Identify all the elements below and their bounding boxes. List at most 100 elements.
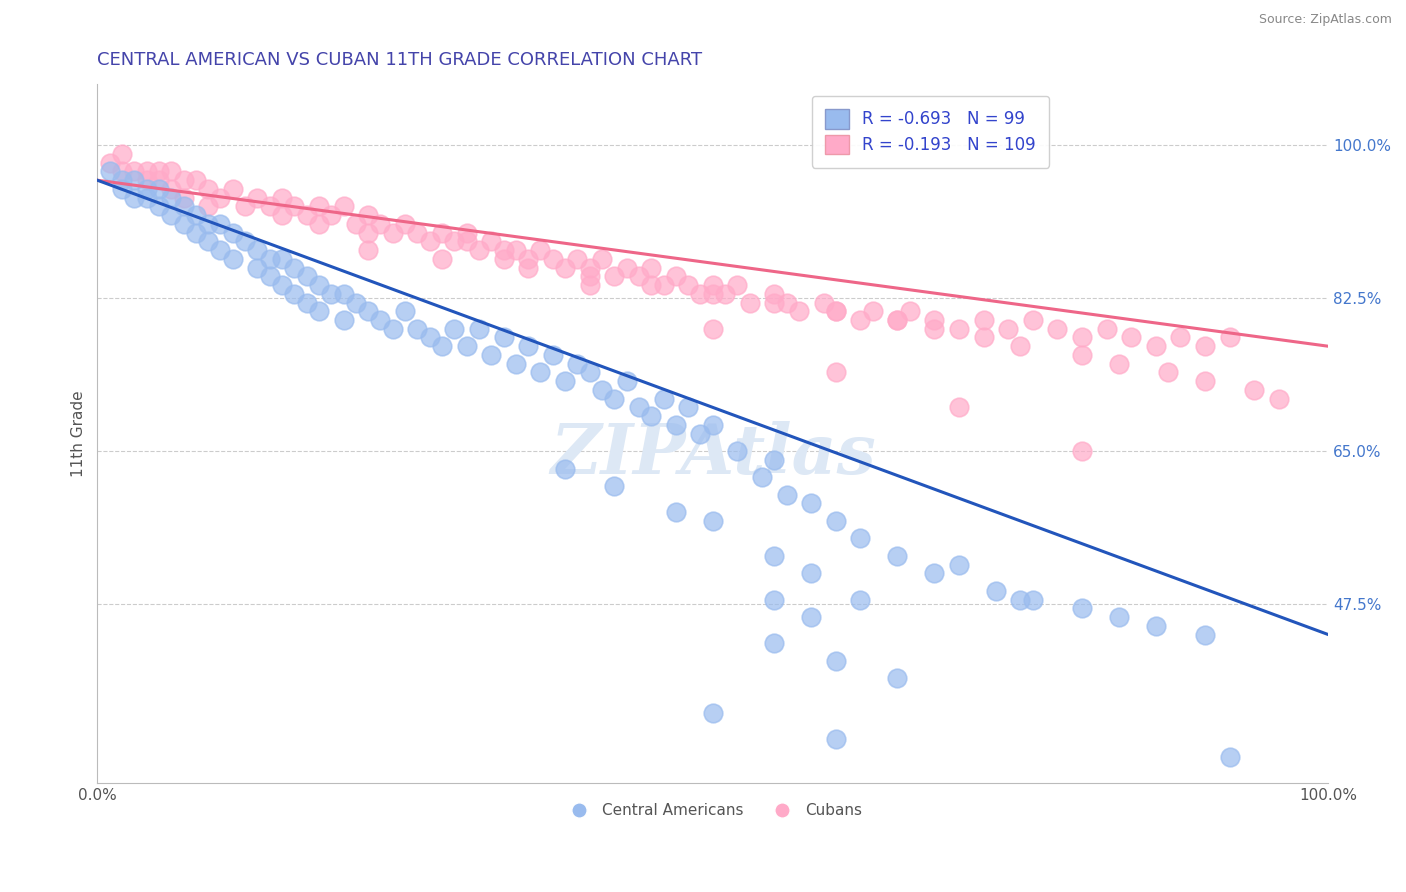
Point <box>886 313 908 327</box>
Point <box>111 173 134 187</box>
Point <box>1268 392 1291 406</box>
Point <box>197 235 219 249</box>
Point <box>849 313 872 327</box>
Point <box>308 304 330 318</box>
Point <box>1194 627 1216 641</box>
Point <box>456 339 478 353</box>
Point <box>1144 619 1167 633</box>
Point <box>271 278 294 293</box>
Point <box>197 199 219 213</box>
Point <box>197 182 219 196</box>
Point <box>813 295 835 310</box>
Point <box>135 191 157 205</box>
Point <box>849 532 872 546</box>
Point <box>184 173 207 187</box>
Point <box>763 592 786 607</box>
Point <box>406 322 429 336</box>
Point <box>111 147 134 161</box>
Point <box>357 208 380 222</box>
Point <box>406 226 429 240</box>
Point <box>173 191 195 205</box>
Point <box>321 286 343 301</box>
Point <box>824 654 846 668</box>
Point <box>578 260 600 275</box>
Point <box>702 278 724 293</box>
Point <box>295 295 318 310</box>
Point <box>1219 330 1241 344</box>
Point <box>209 243 232 257</box>
Point <box>517 252 540 266</box>
Point <box>689 426 711 441</box>
Point <box>430 226 453 240</box>
Point <box>1194 374 1216 388</box>
Point <box>419 330 441 344</box>
Point <box>1071 601 1094 615</box>
Point <box>1010 592 1032 607</box>
Point <box>627 401 650 415</box>
Point <box>98 155 121 169</box>
Point <box>160 182 183 196</box>
Point <box>1194 339 1216 353</box>
Point <box>233 199 256 213</box>
Point <box>1121 330 1143 344</box>
Point <box>787 304 810 318</box>
Point <box>344 295 367 310</box>
Point <box>332 286 354 301</box>
Point <box>135 164 157 178</box>
Point <box>763 549 786 563</box>
Point <box>419 235 441 249</box>
Point <box>468 243 491 257</box>
Point <box>800 566 823 581</box>
Point <box>271 208 294 222</box>
Point <box>443 322 465 336</box>
Point <box>456 235 478 249</box>
Point <box>1046 322 1069 336</box>
Point <box>357 304 380 318</box>
Point <box>517 339 540 353</box>
Point <box>1071 330 1094 344</box>
Point <box>567 252 589 266</box>
Point <box>824 304 846 318</box>
Point <box>591 383 613 397</box>
Point <box>1170 330 1192 344</box>
Point <box>763 286 786 301</box>
Point <box>948 558 970 572</box>
Point <box>184 208 207 222</box>
Point <box>160 191 183 205</box>
Point <box>824 514 846 528</box>
Point <box>332 313 354 327</box>
Point <box>652 278 675 293</box>
Point <box>725 444 748 458</box>
Point <box>259 199 281 213</box>
Point <box>222 252 245 266</box>
Point <box>676 401 699 415</box>
Point <box>295 269 318 284</box>
Point <box>160 164 183 178</box>
Point <box>1022 592 1045 607</box>
Point <box>492 243 515 257</box>
Point <box>308 199 330 213</box>
Point <box>332 199 354 213</box>
Point <box>173 199 195 213</box>
Point <box>702 322 724 336</box>
Point <box>775 488 797 502</box>
Point <box>578 269 600 284</box>
Point <box>259 252 281 266</box>
Point <box>1108 357 1130 371</box>
Point <box>578 366 600 380</box>
Point <box>1243 383 1265 397</box>
Point <box>763 452 786 467</box>
Point <box>381 322 404 336</box>
Point <box>541 348 564 362</box>
Point <box>135 182 157 196</box>
Point <box>665 269 688 284</box>
Point <box>492 330 515 344</box>
Point <box>984 583 1007 598</box>
Point <box>702 286 724 301</box>
Point <box>922 566 945 581</box>
Point <box>676 278 699 293</box>
Point <box>271 252 294 266</box>
Text: ZIPAtlas: ZIPAtlas <box>550 421 876 488</box>
Point <box>370 217 392 231</box>
Point <box>824 732 846 747</box>
